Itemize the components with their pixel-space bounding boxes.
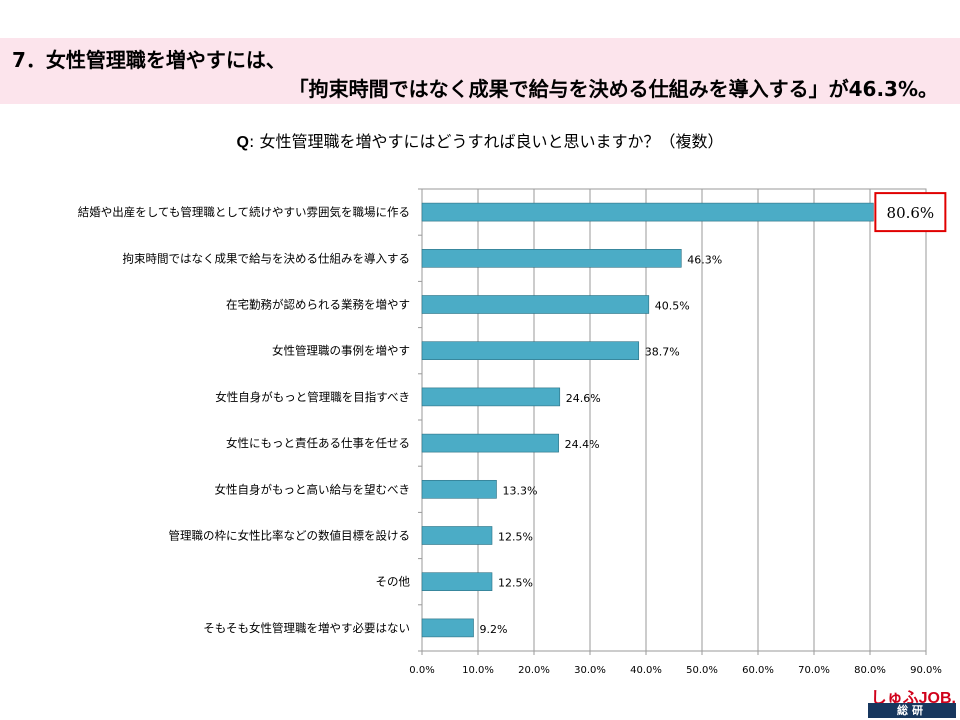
data-label: 12.5% bbox=[498, 531, 533, 544]
data-label: 13.3% bbox=[502, 484, 537, 497]
category-label: 在宅勤務が認められる業務を増やす bbox=[226, 298, 410, 312]
bar bbox=[421, 202, 874, 222]
bar bbox=[421, 249, 682, 268]
highlight-box bbox=[874, 192, 947, 233]
data-label: 38.7% bbox=[645, 346, 680, 359]
category-label: その他 bbox=[376, 575, 411, 589]
data-label: 12.5% bbox=[498, 577, 533, 590]
category-label: 結婚や出産をしても管理職として続けやすい雰囲気を職場に作る bbox=[78, 205, 410, 219]
category-label: 管理職の枠に女性比率などの数値目標を設ける bbox=[169, 529, 411, 543]
data-label: 80.6% bbox=[887, 204, 935, 222]
category-label: 女性管理職の事例を増やす bbox=[272, 344, 410, 358]
data-label: 24.6% bbox=[566, 392, 601, 405]
data-label: 46.3% bbox=[687, 253, 722, 266]
x-tick-label: 0.0% bbox=[409, 665, 434, 676]
category-label: 女性にもっと責任ある仕事を任せる bbox=[226, 436, 410, 450]
x-tick-label: 90.0% bbox=[910, 665, 942, 676]
logo-wordmark: しゅふJOB. bbox=[870, 690, 956, 707]
page-title-line1: 7．女性管理職を増やすには、 bbox=[12, 48, 286, 72]
bar bbox=[421, 341, 640, 361]
page-title-line2: 「拘束時間ではなく成果で給与を決める仕組みを導入する」が46.3%。 bbox=[288, 77, 938, 101]
x-tick-label: 70.0% bbox=[798, 665, 830, 676]
data-label: 40.5% bbox=[655, 300, 690, 313]
bar bbox=[421, 387, 561, 407]
company-logo: しゅふJOB. 総研 bbox=[868, 684, 956, 718]
x-tick-label: 40.0% bbox=[630, 665, 662, 676]
x-tick-label: 60.0% bbox=[742, 665, 774, 676]
question-body: : 女性管理職を増やすにはどうすれば良いと思いますか？（複数） bbox=[248, 132, 724, 151]
category-label: 女性自身がもっと管理職を目指すべき bbox=[215, 390, 410, 404]
logo-subtitle: 総研 bbox=[868, 703, 956, 718]
bar bbox=[421, 295, 650, 314]
question-text: Q: 女性管理職を増やすにはどうすれば良いと思いますか？（複数） bbox=[0, 128, 960, 152]
bar bbox=[421, 526, 493, 545]
bar bbox=[421, 618, 474, 638]
data-label: 9.2% bbox=[480, 623, 508, 636]
header-banner bbox=[0, 38, 960, 104]
x-tick-label: 80.0% bbox=[854, 665, 886, 676]
x-tick-label: 10.0% bbox=[462, 665, 494, 676]
x-tick-label: 30.0% bbox=[574, 665, 606, 676]
category-label: 女性自身がもっと高い給与を望むべき bbox=[215, 482, 411, 496]
x-tick-label: 20.0% bbox=[518, 665, 550, 676]
category-label: そもそも女性管理職を増やす必要はない bbox=[203, 621, 410, 635]
x-tick-label: 50.0% bbox=[686, 665, 718, 676]
data-label: 24.4% bbox=[565, 438, 600, 451]
question-prefix: Q bbox=[236, 134, 249, 151]
bar bbox=[421, 433, 559, 453]
bar bbox=[421, 572, 493, 592]
bar bbox=[421, 479, 497, 499]
category-label: 拘束時間ではなく成果で給与を決める仕組みを導入する bbox=[123, 251, 411, 265]
